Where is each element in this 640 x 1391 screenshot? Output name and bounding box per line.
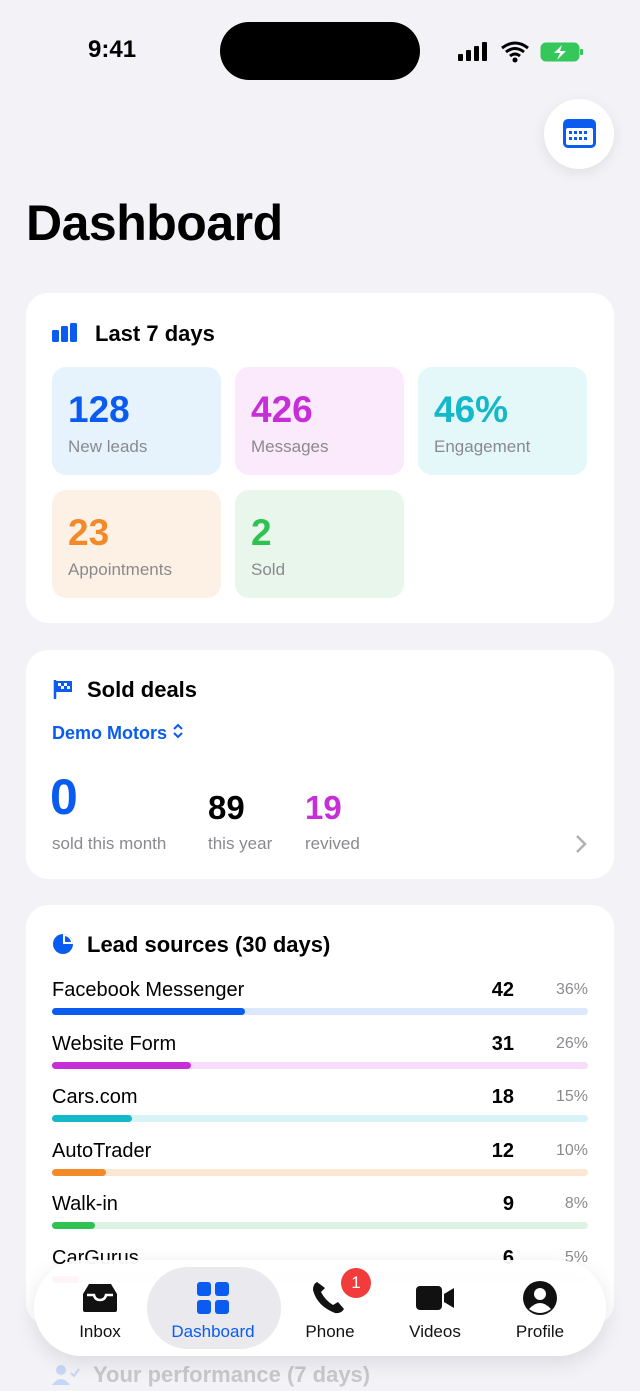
source-track — [52, 1168, 588, 1176]
source-bar — [52, 1222, 95, 1229]
tab-label: Dashboard — [171, 1322, 255, 1341]
tab-icon — [416, 1286, 454, 1310]
month-value: 0 — [50, 769, 78, 825]
flag-icon — [53, 680, 72, 699]
source-percent: 8% — [564, 1195, 588, 1212]
year-label: this year — [208, 834, 273, 853]
tab-icon — [83, 1284, 117, 1312]
source-bar — [52, 1168, 106, 1176]
stat-value: 46% — [434, 389, 509, 430]
tab-label: Inbox — [79, 1322, 121, 1341]
badge: 1 — [341, 1268, 371, 1298]
tab-label: Profile — [515, 1322, 565, 1341]
source-count: 31 — [491, 1032, 514, 1055]
source-name: Walk-in — [52, 1193, 118, 1215]
source-count: 12 — [491, 1139, 514, 1162]
tab-icon — [197, 1282, 229, 1314]
last-7-days-card: Last 7 days 128 New leads 426 Messages 46% En… — [26, 293, 614, 623]
bar-icon — [52, 323, 77, 342]
stat-label: New leads — [68, 437, 148, 456]
source-name: Facebook Messenger — [52, 979, 245, 1001]
card-title: Lead sources (30 days) — [87, 932, 331, 957]
source-name: AutoTrader — [52, 1139, 152, 1162]
source-count: 18 — [491, 1086, 514, 1108]
year-value: 89 — [208, 789, 245, 826]
stat-tile[interactable]: 23 Appointments — [52, 490, 221, 598]
stat-tile[interactable]: 426 Messages — [235, 367, 404, 475]
source-percent: 15% — [555, 1088, 588, 1105]
stat-label: Engagement — [434, 437, 531, 456]
stat-value: 2 — [251, 512, 272, 553]
tab-label: Phone — [305, 1322, 355, 1341]
stat-tile[interactable]: 2 Sold — [235, 490, 404, 598]
source-percent: 26% — [555, 1034, 588, 1052]
tab[interactable]: Videos — [380, 1260, 490, 1356]
source-bar — [52, 1115, 133, 1122]
dynamic-island — [220, 22, 420, 80]
calendar-icon — [563, 119, 596, 148]
stat-value: 128 — [68, 389, 130, 430]
source-name: Cars.com — [52, 1086, 138, 1108]
source-count: 42 — [491, 979, 514, 1001]
card-title: Last 7 days — [95, 321, 215, 346]
status-time: 9:41 — [88, 36, 137, 63]
tab[interactable]: Inbox — [45, 1260, 155, 1356]
lead-sources-card: Lead sources (30 days) Facebook Messenge… — [26, 905, 614, 1325]
dealer-name: Demo Motors — [52, 723, 168, 743]
source-percent: 10% — [555, 1141, 588, 1159]
source-percent: 36% — [555, 981, 588, 998]
active-tab-highlight — [147, 1267, 281, 1349]
tab[interactable]: Dashboard — [158, 1260, 268, 1356]
source-bar — [52, 1008, 245, 1015]
source-track — [52, 1222, 588, 1229]
source-track — [52, 1008, 588, 1015]
calendar-button[interactable] — [544, 99, 614, 169]
status-icons — [458, 41, 583, 63]
card-title: Sold deals — [87, 677, 198, 702]
tab-bar: Inbox Dashboard Phone 1 Videos Profile — [34, 1260, 606, 1356]
person-icon — [52, 1365, 80, 1385]
pie-icon — [53, 934, 73, 954]
dealer-picker[interactable]: Demo Motors — [52, 723, 184, 744]
source-name: Website Form — [52, 1032, 177, 1055]
chevron-updown — [173, 723, 183, 739]
stat-value: 23 — [68, 512, 110, 553]
source-track — [52, 1061, 588, 1069]
page-title: Dashboard — [26, 195, 283, 251]
tab-icon — [313, 1282, 344, 1314]
revived-value: 19 — [305, 789, 342, 826]
source-track — [52, 1115, 588, 1122]
stat-label: Sold — [251, 560, 286, 579]
stat-tile[interactable]: 46% Engagement — [418, 367, 587, 475]
tab[interactable]: Profile — [485, 1260, 595, 1356]
stat-label: Messages — [251, 437, 329, 456]
source-count: 6 — [502, 1246, 514, 1269]
revived-label: revived — [305, 834, 360, 853]
month-label: sold this month — [52, 834, 167, 853]
tab-icon — [523, 1281, 557, 1315]
tab[interactable]: Phone 1 — [275, 1260, 385, 1356]
stat-tile[interactable]: 128 New leads — [52, 367, 221, 475]
next-section-title: Your performance (7 days) — [93, 1362, 371, 1387]
tab-label: Videos — [409, 1322, 461, 1341]
stat-label: Appointments — [68, 560, 172, 579]
sold-deals-card: Sold deals Demo Motors 0 sold this month… — [26, 650, 614, 879]
source-count: 9 — [502, 1193, 514, 1215]
chevron-right[interactable] — [574, 834, 588, 854]
stat-value: 426 — [251, 389, 313, 430]
source-bar — [52, 1061, 192, 1069]
